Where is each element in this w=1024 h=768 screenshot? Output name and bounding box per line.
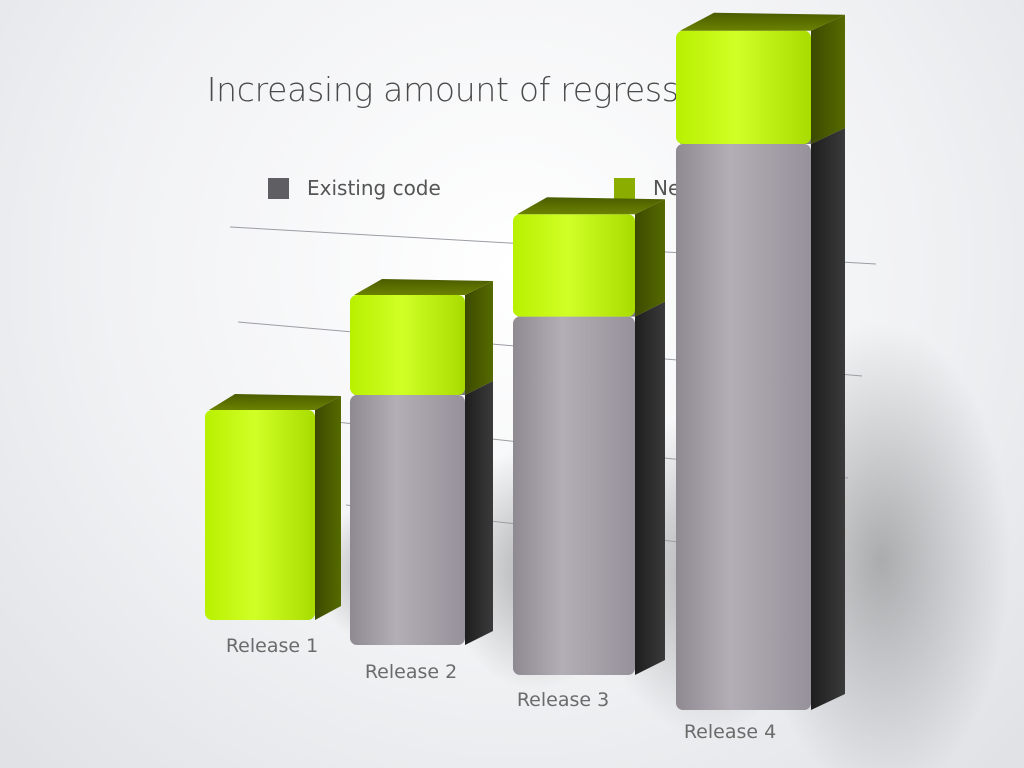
bar-new-code [676,12,845,144]
bars [205,12,845,710]
category-label: Release 1 [226,635,318,657]
category-label: Release 2 [365,661,457,683]
category-label: Release 4 [684,721,776,743]
bar-new-code [205,394,341,620]
legend-swatch-new [614,177,635,199]
category-label: Release 3 [517,689,609,711]
bar-new-code [350,279,493,395]
bar-existing-code [513,299,665,675]
legend-swatch-existing [268,177,289,199]
legend-item-existing: Existing code [268,176,441,200]
legend-label-existing: Existing code [307,176,441,200]
bar-existing-code [350,379,493,645]
category-labels: Release 1 Release 2 Release 3 Release 4 [226,635,776,743]
bar-existing-code [676,126,845,710]
bar-new-code [513,197,665,317]
